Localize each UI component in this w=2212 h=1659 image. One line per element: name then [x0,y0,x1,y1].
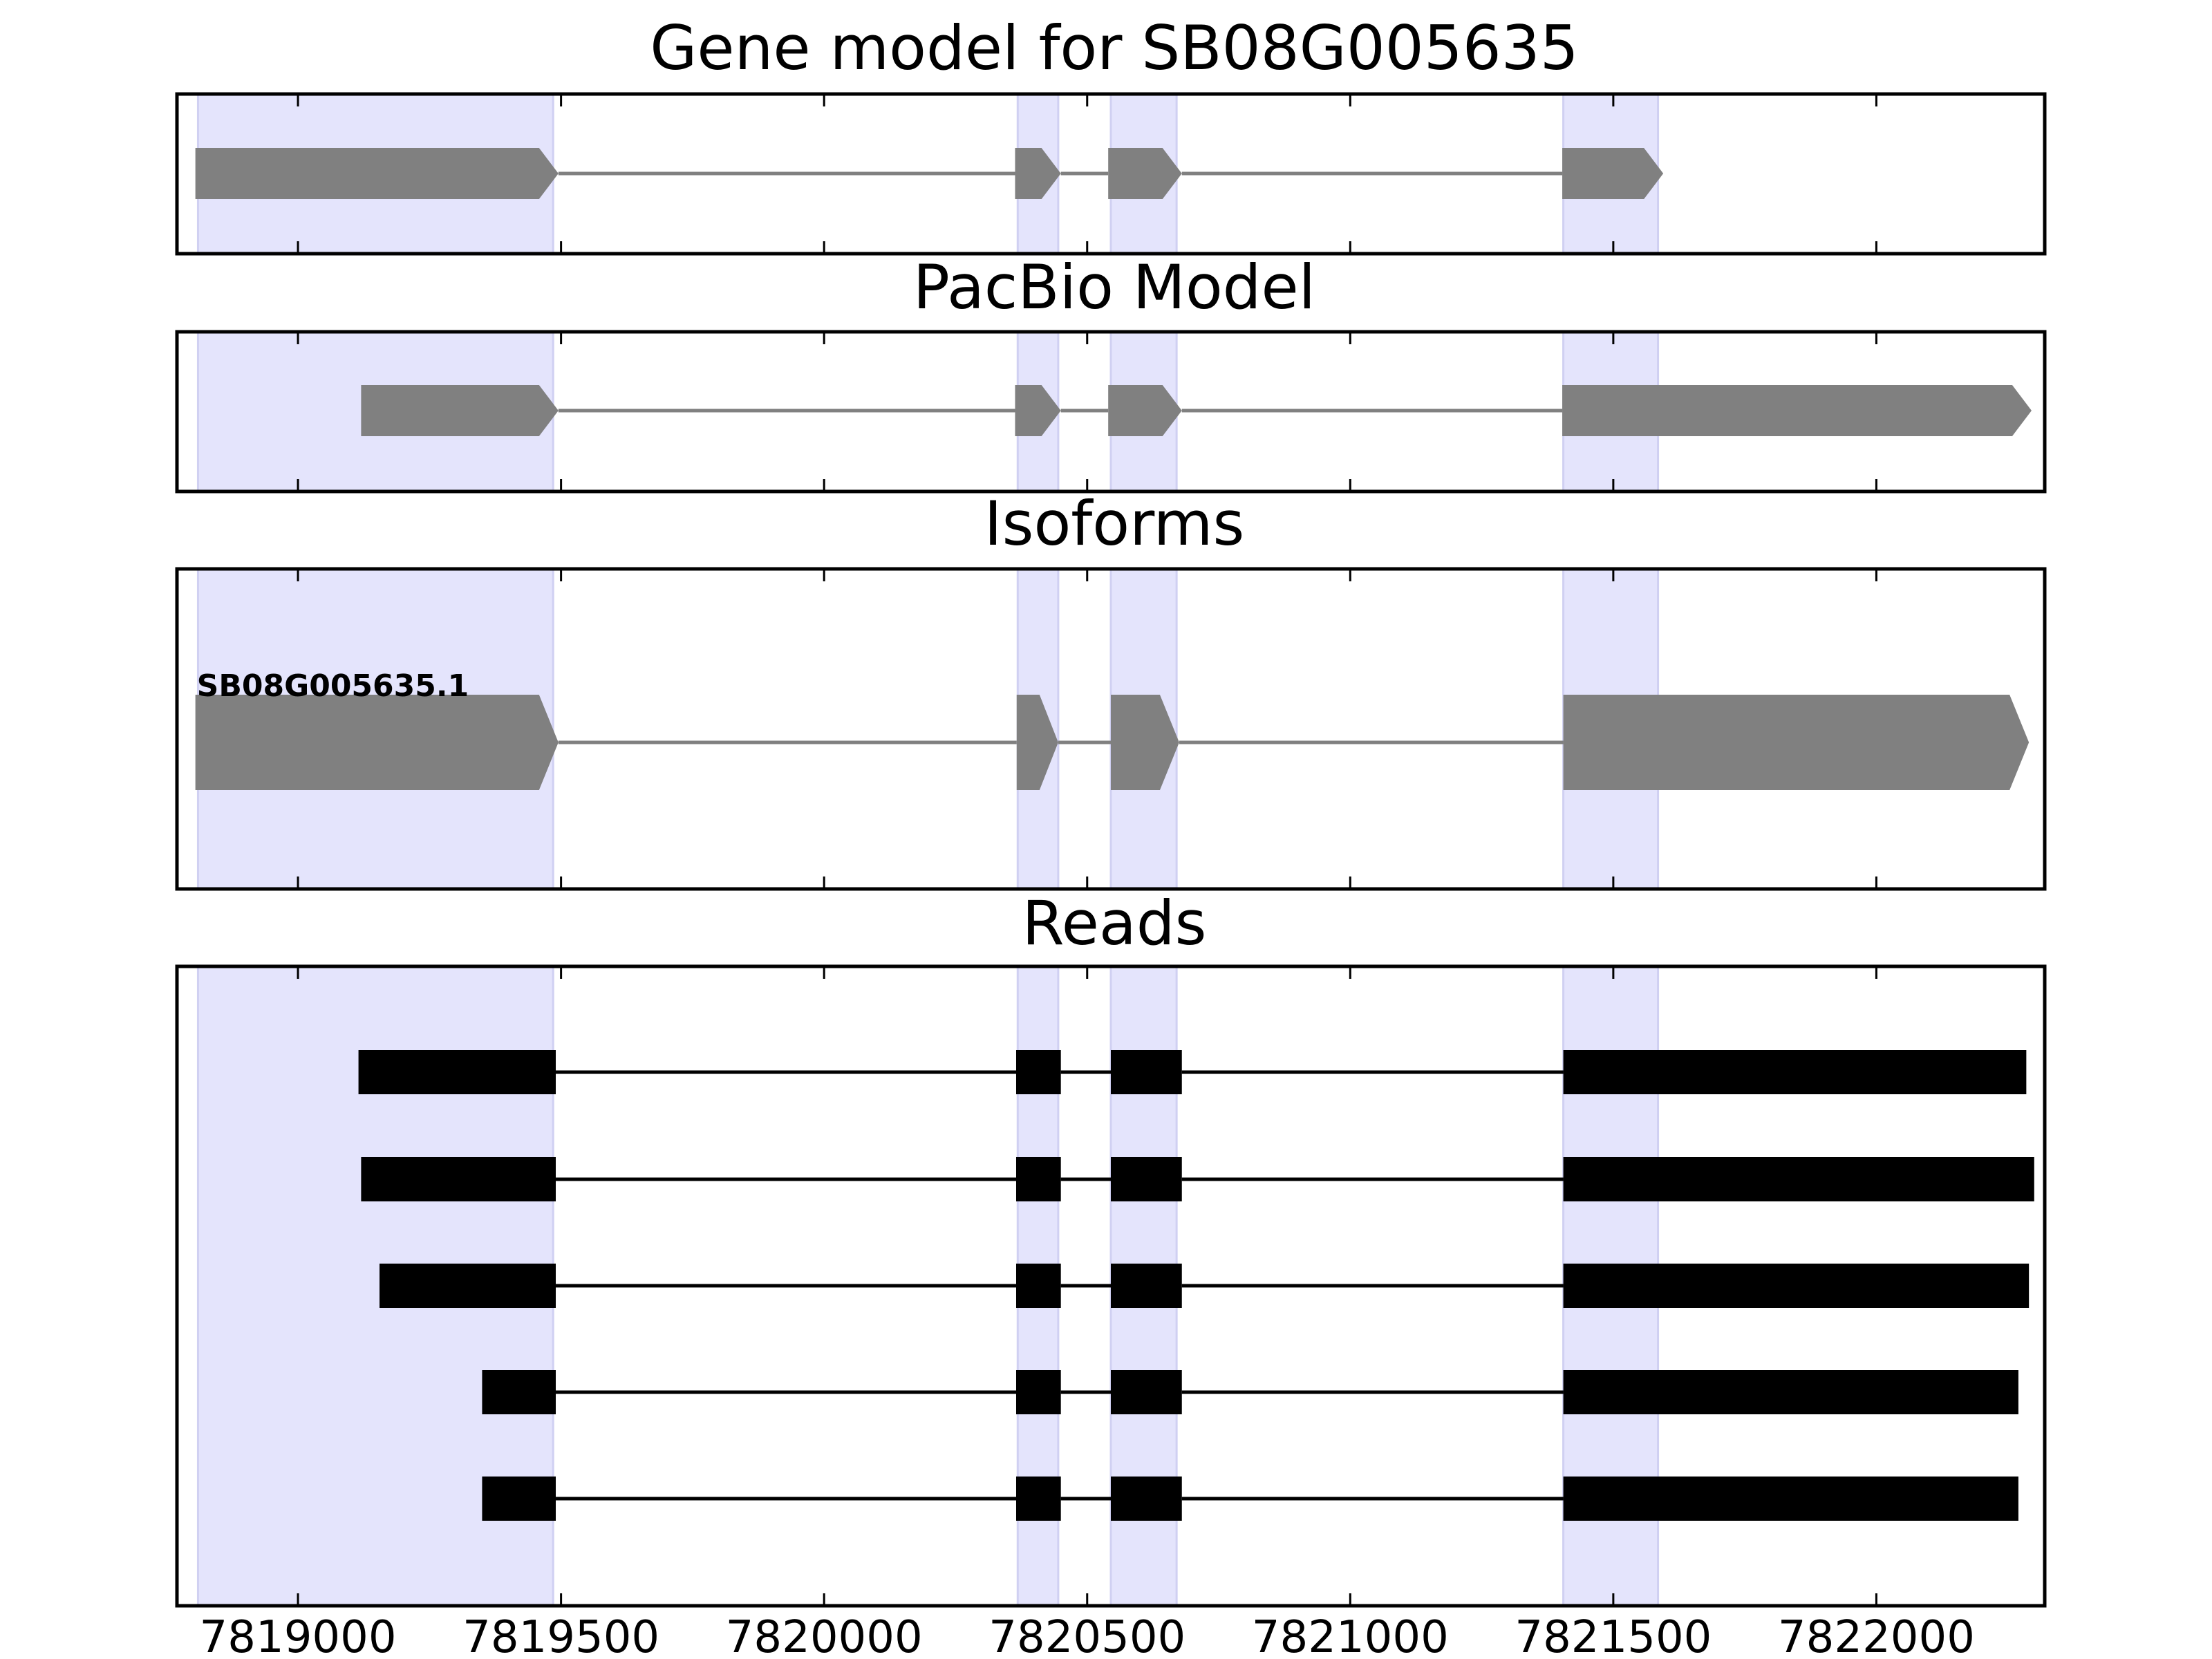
x-tick-label: 7822000 [1778,1612,1975,1659]
exon-arrow [1563,695,2030,790]
panel-frame [175,567,2047,891]
read-exon-block [1015,1157,1061,1201]
exon-arrow [1016,695,1058,790]
panel-title: PacBio Model [913,252,1315,323]
exon-arrow [1108,385,1182,436]
exon-arrow [1562,385,2032,436]
read-exon-block [1015,1477,1061,1521]
read-exon-block [1563,1370,2018,1414]
exon-arrow [195,148,559,199]
x-tick-label: 7821500 [1515,1612,1712,1659]
read-exon-block [1111,1370,1182,1414]
read-exon-block [482,1477,556,1521]
exon-arrow [195,695,559,790]
isoform-label: SB08G005635.1 [197,668,469,704]
panel-frame [175,330,2047,494]
read-exon-block [1015,1264,1061,1308]
read-exon-block [1111,1157,1182,1201]
read-exon-block [358,1050,556,1094]
read-exon-block [361,1157,556,1201]
exon-arrow [1111,695,1179,790]
read-exon-block [1111,1477,1182,1521]
exon-arrow [1015,148,1061,199]
read-exon-block [1563,1157,2034,1201]
panel-2: Isoforms SB08G005635.1 [175,488,2047,891]
exon-arrow [361,385,559,436]
read-exon-block [1563,1050,2027,1094]
panel-title: Gene model for SB08G005635 [650,12,1579,84]
panel-frame [175,964,2047,1608]
x-tick-label: 7821000 [1252,1612,1449,1659]
read-exon-block [1563,1264,2030,1308]
read-exon-block [1563,1477,2018,1521]
read-exon-block [1111,1264,1182,1308]
panel-3: Reads [175,888,2047,1608]
panel-title: Isoforms [984,488,1245,559]
x-tick-label: 7819000 [200,1612,397,1659]
read-exon-block [1015,1050,1061,1094]
read-exon-block [379,1264,556,1308]
exon-arrow [1562,148,1664,199]
x-tick-label: 7820000 [726,1612,923,1659]
read-exon-block [1111,1050,1182,1094]
x-tick-label: 7819500 [462,1612,659,1659]
exon-arrow [1108,148,1182,199]
panel-frame [175,92,2047,256]
panel-1: PacBio Model [175,252,2047,494]
panel-0: Gene model for SB08G005635 [175,12,2047,256]
read-exon-block [1015,1370,1061,1414]
x-tick-label: 7820500 [988,1612,1185,1659]
exon-arrow [1015,385,1061,436]
panel-title: Reads [1022,888,1207,959]
read-exon-block [482,1370,556,1414]
